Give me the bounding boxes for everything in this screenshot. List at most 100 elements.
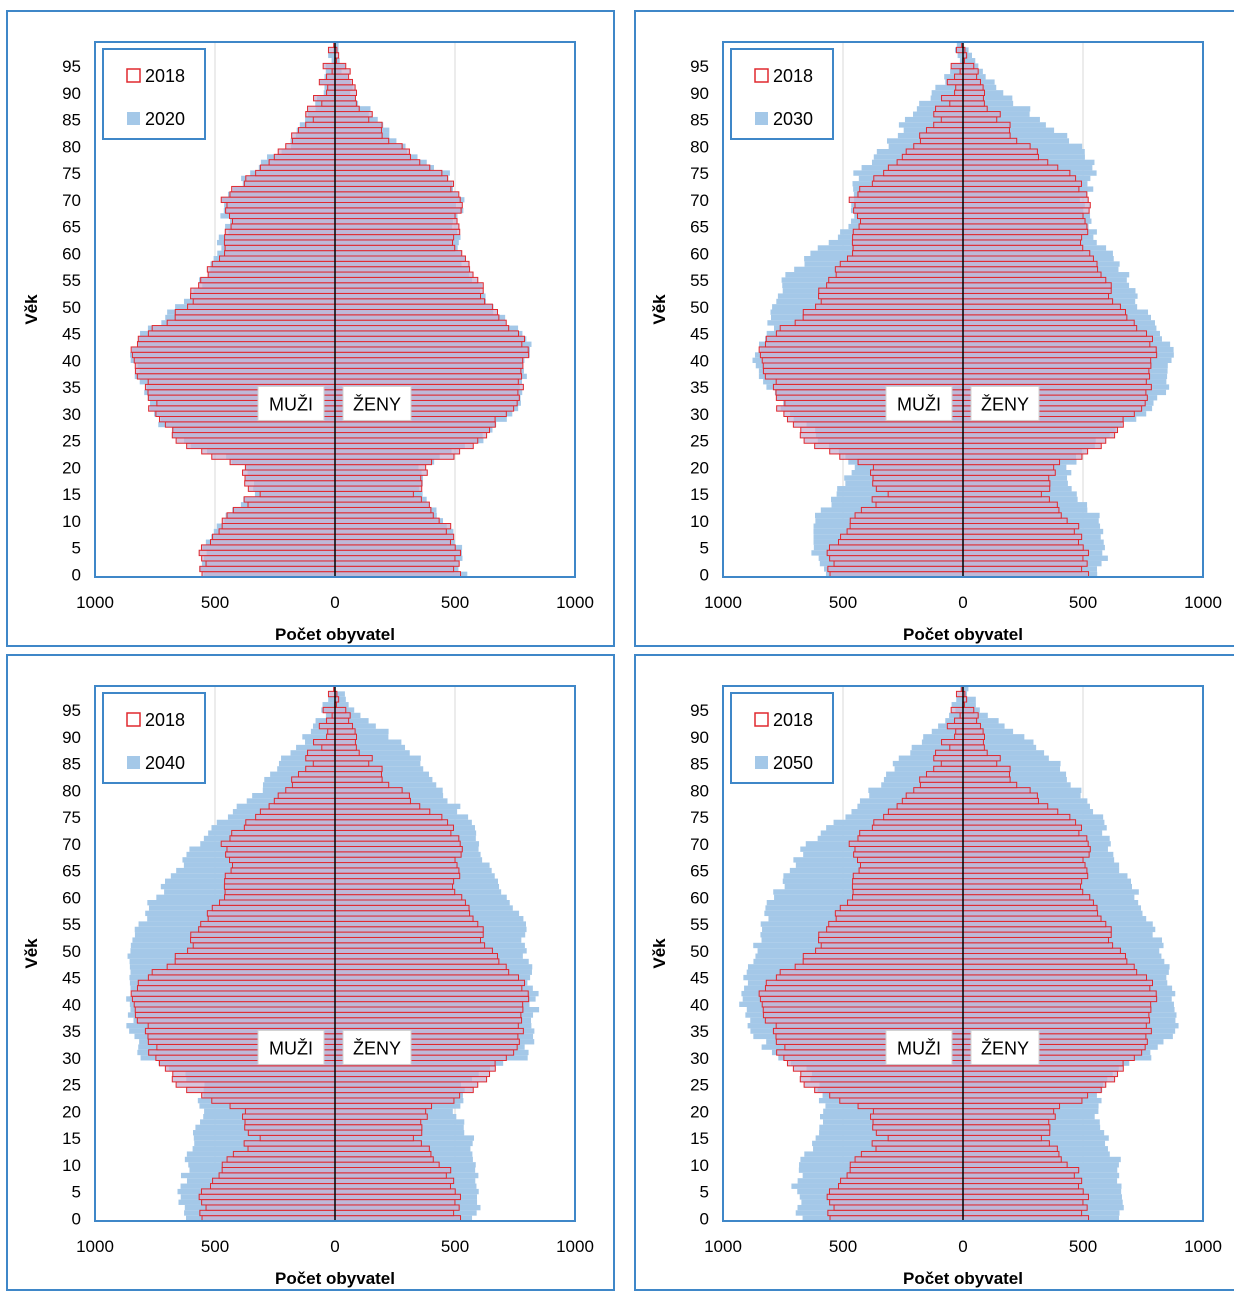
bar-2018-female-age-60 [335,895,462,900]
bar-2018-male-age-82 [292,777,335,782]
bar-2018-female-age-42 [963,991,1156,996]
bar-2018-male-age-74 [246,176,335,181]
bar-2018-female-age-3 [335,1200,455,1205]
bar-2018-female-age-24 [963,443,1101,448]
bar-2018-male-age-89 [314,96,335,101]
bar-2018-female-age-76 [335,809,430,814]
y-tick-label-20: 20 [690,1102,709,1121]
bar-2018-male-age-79 [278,793,335,798]
bar-2018-male-age-16 [248,486,335,491]
y-tick-label-10: 10 [62,512,81,531]
bar-2018-female-age-71 [963,192,1087,197]
bar-2018-female-age-89 [963,740,983,745]
bar-2018-male-age-16 [876,1130,963,1135]
y-tick-label-15: 15 [62,485,81,504]
bar-2018-female-age-50 [335,948,492,953]
bar-2018-male-age-50 [188,304,335,309]
bar-2018-male-age-87 [308,750,335,755]
y-tick-label-75: 75 [62,164,81,183]
bar-2018-female-age-18 [335,475,421,480]
bar-2018-male-age-62 [852,884,963,889]
bar-2018-male-age-38 [763,368,963,373]
bar-2018-male-age-69 [855,203,963,208]
bar-2018-female-age-26 [963,433,1115,438]
bar-2018-male-age-36 [776,379,963,384]
x-tick-label-3: 0 [958,1237,967,1256]
bar-2018-male-age-73 [872,825,963,830]
legend-label-2040: 2040 [145,753,185,773]
x-tick-label-1: 1000 [76,1237,114,1256]
bar-2018-female-age-23 [335,1093,460,1098]
bar-2018-female-age-27 [963,427,1118,432]
y-tick-label-20: 20 [690,458,709,477]
bar-2018-male-age-64 [853,229,963,234]
bar-2018-male-age-37 [765,374,963,379]
bar-2018-female-age-58 [335,261,469,266]
bar-2018-male-age-98 [328,691,335,696]
bar-2018-female-age-39 [963,1007,1151,1012]
bar-2018-female-age-14 [335,497,421,502]
bar-2018-female-age-27 [335,427,490,432]
bar-2018-female-age-13 [335,502,429,507]
bar-2018-male-age-67 [858,213,963,218]
y-tick-label-85: 85 [690,755,709,774]
bar-2018-male-age-48 [175,959,335,964]
bar-2018-male-age-75 [884,814,963,819]
bar-2018-male-age-88 [950,101,963,106]
bar-2018-male-age-23 [202,1093,335,1098]
bar-2018-male-age-70 [221,841,335,846]
y-tick-label-0: 0 [700,565,709,584]
bar-2018-male-age-40 [762,1002,963,1007]
bar-2018-male-age-9 [850,524,963,529]
bar-2018-male-age-59 [848,900,963,905]
bar-2018-female-age-67 [335,857,455,862]
y-tick-label-60: 60 [690,888,709,907]
bar-2018-female-age-16 [335,1130,422,1135]
bar-2018-male-age-65 [231,868,335,873]
bar-2018-male-age-17 [873,481,963,486]
bar-2018-male-age-56 [208,916,335,921]
y-tick-label-85: 85 [62,755,81,774]
y-tick-label-95: 95 [62,701,81,720]
bar-2018-female-age-45 [335,331,518,336]
bar-2018-female-age-86 [963,756,1000,761]
bar-2018-male-age-26 [172,433,335,438]
bar-2018-female-age-36 [963,379,1146,384]
bar-2018-male-age-27 [173,427,335,432]
bar-2018-female-age-95 [963,707,974,712]
bar-2018-male-age-26 [800,433,963,438]
bar-2018-female-age-66 [335,219,457,224]
bar-2018-male-age-55 [201,277,335,282]
bar-2018-male-age-25 [176,438,335,443]
bar-2018-male-age-93 [955,718,963,723]
bar-2018-female-age-83 [335,772,381,777]
bar-2018-female-age-25 [335,1082,478,1087]
bar-2018-female-age-87 [335,106,359,111]
y-tick-label-90: 90 [690,728,709,747]
y-axis-title: Věk [22,294,41,325]
y-tick-label-5: 5 [72,1183,81,1202]
y-tick-label-45: 45 [62,325,81,344]
bar-2018-male-age-51 [821,943,963,948]
bar-2018-male-age-44 [766,980,963,985]
bar-2018-male-age-83 [926,772,963,777]
bar-2018-male-age-72 [860,830,963,835]
bar-2018-male-age-41 [132,352,335,357]
bar-2018-male-age-13 [876,1146,963,1151]
bar-2018-male-age-23 [830,449,963,454]
bar-2018-female-age-94 [335,69,350,74]
bar-2018-female-age-69 [963,203,1090,208]
bar-2018-male-age-80 [914,788,963,793]
bar-2018-male-age-68 [226,208,335,213]
bar-2018-female-age-50 [335,304,492,309]
bar-2018-male-age-13 [876,502,963,507]
bar-2018-male-age-25 [176,1082,335,1087]
bar-2018-male-age-39 [135,363,335,368]
bar-2018-male-age-62 [224,240,335,245]
bar-2018-male-age-49 [175,310,335,315]
bar-2018-male-age-36 [148,1023,335,1028]
bar-2018-male-age-8 [847,529,963,534]
bar-2018-male-age-43 [137,342,335,347]
bar-2018-female-age-74 [963,820,1076,825]
bar-2018-female-age-53 [335,288,483,293]
